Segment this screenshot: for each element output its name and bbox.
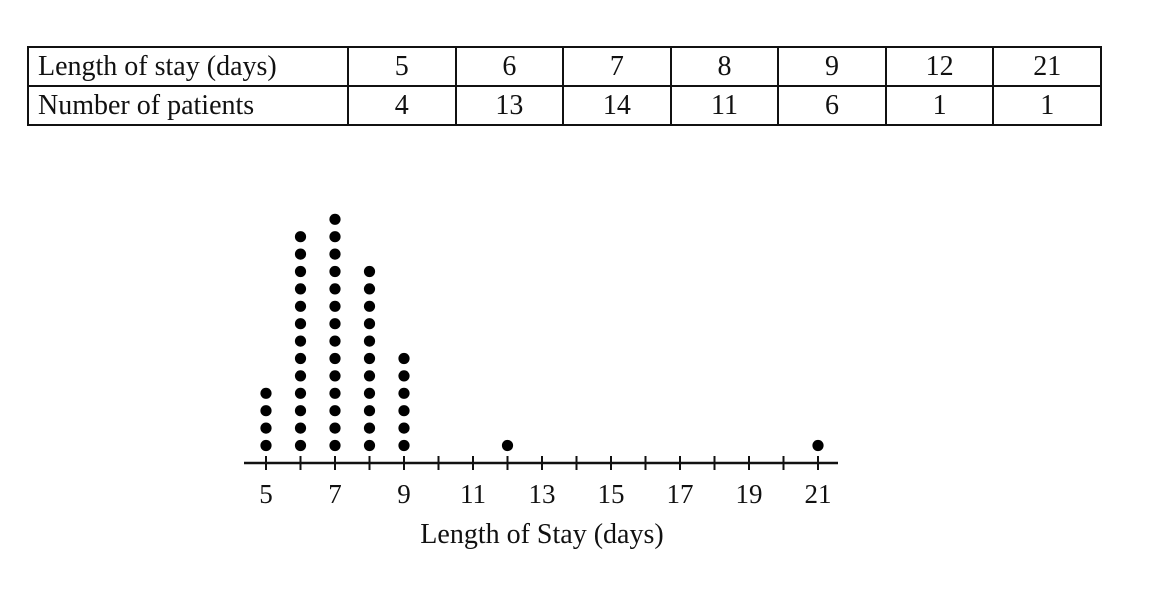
data-dot <box>294 422 307 434</box>
table-cell: 4 <box>347 85 457 126</box>
data-dot <box>329 231 341 243</box>
table-cell: 1 <box>992 85 1102 126</box>
data-dot <box>363 335 376 347</box>
x-tick-label: 19 <box>736 479 763 509</box>
table-cell: 14 <box>562 85 672 126</box>
data-dot <box>329 300 341 312</box>
data-dot <box>329 318 341 330</box>
data-dot <box>329 405 341 417</box>
data-dot <box>329 370 341 382</box>
table-cell: 1 <box>884 85 995 126</box>
data-dot <box>294 231 307 243</box>
table-cell: 21 <box>992 46 1102 87</box>
table-cell: 7 <box>562 46 672 87</box>
data-dot <box>294 283 307 295</box>
data-dot <box>329 439 341 452</box>
data-dot <box>260 405 272 417</box>
data-dot <box>294 405 307 417</box>
table-cell: 6 <box>454 46 565 87</box>
data-dot <box>294 265 307 278</box>
data-dot <box>329 248 341 260</box>
data-dot <box>398 370 410 382</box>
data-dot <box>329 283 341 295</box>
data-dot <box>294 387 307 399</box>
row-header-length: Length of stay (days) <box>27 46 349 87</box>
data-dot <box>363 300 376 312</box>
table-cell: 9 <box>777 46 887 87</box>
data-dot <box>260 387 272 399</box>
x-tick-label: 13 <box>529 479 556 509</box>
table-cell: 11 <box>669 85 780 126</box>
data-dot <box>363 283 376 295</box>
x-tick-label: 9 <box>397 479 411 509</box>
table-cell: 5 <box>347 46 457 87</box>
data-dot <box>398 439 410 452</box>
row-header-patients: Number of patients <box>27 85 349 126</box>
data-dot <box>294 248 307 260</box>
x-tick-label: 5 <box>259 479 273 509</box>
x-axis-title: Length of Stay (days) <box>420 519 663 550</box>
data-dot <box>363 387 376 399</box>
x-tick-label: 15 <box>598 479 625 509</box>
data-dot <box>363 318 376 330</box>
data-dot <box>260 422 272 434</box>
data-dot <box>329 335 341 347</box>
data-dot <box>294 300 307 312</box>
data-dot <box>363 422 376 434</box>
data-dot <box>294 335 307 347</box>
data-dot <box>329 387 341 399</box>
data-dot <box>329 352 341 365</box>
data-dot <box>294 370 307 382</box>
data-dot <box>294 318 307 330</box>
data-dot <box>398 422 410 434</box>
data-dot <box>294 352 307 365</box>
data-dot <box>329 213 341 225</box>
data-dot <box>294 439 307 452</box>
data-dot <box>812 439 824 452</box>
data-dot <box>363 370 376 382</box>
data-dot <box>398 352 410 365</box>
table-cell: 8 <box>669 46 780 87</box>
data-dot <box>329 265 341 278</box>
data-dot <box>398 405 410 417</box>
data-dot <box>398 387 410 399</box>
data-dot <box>260 439 272 452</box>
x-tick-label: 11 <box>460 479 486 509</box>
x-tick-label: 17 <box>667 479 694 509</box>
table-cell: 12 <box>884 46 995 87</box>
table-cell: 6 <box>777 85 887 126</box>
table-row-length: Length of stay (days) 5 6 7 8 9 12 21 <box>27 46 1102 87</box>
data-dot <box>363 265 376 278</box>
table-row-patients: Number of patients 4 13 14 11 6 1 1 <box>27 85 1102 126</box>
table-cell: 13 <box>454 85 565 126</box>
data-dot <box>363 352 376 365</box>
data-dot <box>363 439 376 452</box>
x-tick-label: 7 <box>328 479 342 509</box>
frequency-table: Length of stay (days) 5 6 7 8 9 12 21 Nu… <box>27 46 1102 126</box>
data-dot <box>363 405 376 417</box>
data-dot <box>329 422 341 434</box>
x-tick-label: 21 <box>805 479 832 509</box>
data-dot <box>501 439 514 452</box>
